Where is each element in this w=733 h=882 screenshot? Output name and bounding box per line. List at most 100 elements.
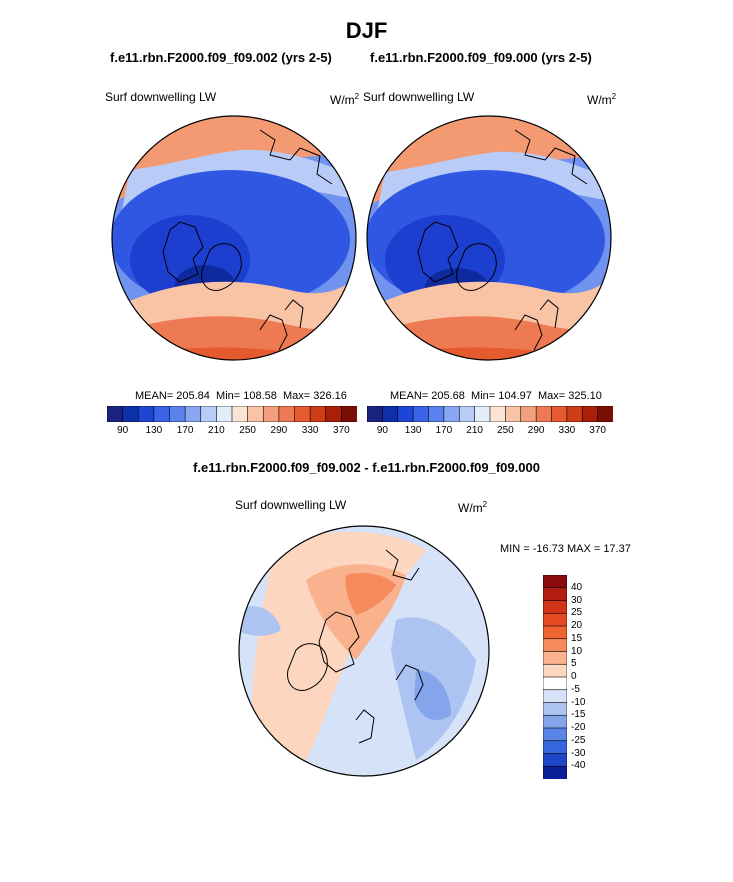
diff-colorbar-swatch [543, 753, 567, 767]
colorbar-tick-label: 90 [376, 425, 388, 436]
colorbar-swatch [262, 406, 280, 422]
colorbar-swatch [341, 406, 357, 422]
colorbar-swatch [535, 406, 553, 422]
colorbar-swatch [428, 406, 445, 422]
diff-colorbar-swatch [543, 638, 567, 653]
colorbar-swatch [443, 406, 460, 422]
colorbar-swatch [367, 406, 383, 422]
panel-b-max: Max= 325.10 [538, 390, 602, 402]
colorbar-tick-label: 370 [589, 425, 606, 436]
panel-b-coastlines [417, 129, 588, 351]
diff-variable-label: Surf downwelling LW [235, 498, 347, 512]
diff-map-border [238, 525, 490, 777]
diff-colorbar-swatch [543, 714, 567, 729]
colorbar-swatch [505, 406, 522, 422]
panel-a-map [111, 115, 357, 361]
colorbar-tick-label: 130 [145, 425, 163, 436]
panel-b-min: Min= 104.97 [471, 390, 532, 402]
diff-units-sup: 2 [482, 500, 488, 509]
diff-colorbar-swatch [543, 702, 567, 716]
diff-colorbar-ticks: 40 30 25 20 15 10 5 0 -5 -10 -15 -20 -25 -30 -40 [571, 575, 611, 779]
diff-colorbar-swatch [543, 765, 567, 779]
colorbar-swatch [309, 406, 327, 422]
colorbar-tick-label: 90 [117, 425, 129, 436]
diff-colorbar-tick-label: 40 [571, 581, 583, 593]
figure-title: DJF [345, 18, 388, 43]
colorbar-swatch [153, 406, 171, 422]
colorbar-swatch [489, 406, 506, 422]
colorbar-tick-label: 210 [208, 425, 225, 436]
colorbar-swatch [597, 406, 613, 422]
panel-b-map [366, 115, 612, 361]
colorbar-swatch [458, 406, 476, 422]
panel-a-title: f.e11.rbn.F2000.f09_f09.002 (yrs 2-5) [110, 50, 332, 65]
colorbar-tick-label: 250 [239, 425, 256, 436]
diff-colorbar [543, 575, 567, 779]
diff-colorbar-swatch [543, 727, 567, 742]
diff-colorbar-swatch [543, 663, 567, 678]
diff-colorbar-tick-label: 15 [571, 632, 583, 644]
colorbar-tick-label: 170 [435, 425, 453, 436]
colorbar-swatch [231, 406, 249, 422]
panel-a-colorbar [107, 406, 357, 422]
colorbar-tick-label: 370 [333, 425, 350, 436]
diff-colorbar-tick-label: -30 [571, 747, 586, 759]
colorbar-swatch [412, 406, 430, 422]
diff-colorbar-swatch [543, 740, 567, 755]
colorbar-swatch [137, 406, 155, 422]
colorbar-swatch [169, 406, 186, 422]
colorbar-swatch [474, 406, 491, 422]
panel-b-title: f.e11.rbn.F2000.f09_f09.000 (yrs 2-5) [370, 50, 592, 65]
panel-b-colorbar-ticks: 90 130 170 210 250 290 330 370 [367, 425, 613, 439]
diff-colorbar-tick-label: 0 [571, 671, 577, 682]
colorbar-swatch [382, 406, 399, 422]
diff-colorbar-swatch [543, 689, 567, 704]
panel-a-stats: MEAN= 205.84 Min= 108.58 Max= 326.16 [135, 390, 347, 402]
diff-minmax: MIN = -16.73 MAX = 17.37 [500, 543, 631, 555]
diff-colorbar-tick-label: -40 [571, 760, 586, 772]
panel-a-variable-label: Surf downwelling LW [105, 90, 217, 104]
colorbar-swatch [520, 406, 537, 422]
diff-title: f.e11.rbn.F2000.f09_f09.002 - f.e11.rbn.… [193, 460, 540, 475]
diff-colorbar-tick-label: 20 [571, 620, 583, 631]
colorbar-swatch [278, 406, 296, 422]
colorbar-swatch [581, 406, 599, 422]
colorbar-swatch [216, 406, 233, 422]
colorbar-tick-label: 290 [527, 425, 545, 436]
colorbar-tick-label: 330 [558, 425, 576, 436]
diff-cool-west [239, 606, 281, 636]
diff-colorbar-swatch [543, 651, 567, 665]
panel-b-mean: MEAN= 205.68 [390, 390, 465, 402]
panel-b-colorbar [367, 406, 613, 422]
diff-colorbar-swatch [543, 676, 567, 691]
panel-a-coastlines [162, 129, 333, 351]
panel-b-stats: MEAN= 205.68 Min= 104.97 Max= 325.10 [390, 390, 602, 402]
diff-colorbar-swatch [543, 625, 567, 640]
panel-b-units-text: W/m [587, 93, 612, 107]
diff-colorbar-tick-label: 10 [571, 645, 583, 657]
diff-colorbar-tick-label: -10 [571, 696, 586, 708]
diff-coastlines [287, 549, 424, 744]
diff-colorbar-swatch [543, 575, 567, 589]
colorbar-swatch [107, 406, 124, 422]
panel-b-units-sup: 2 [611, 92, 617, 101]
diff-colorbar-tick-label: -5 [571, 683, 580, 695]
diff-colorbar-swatch [543, 600, 567, 614]
panel-a-units-text: W/m [330, 93, 355, 107]
diff-colorbar-tick-label: -25 [571, 734, 586, 746]
diff-colorbar-swatch [543, 612, 567, 627]
colorbar-swatch [122, 406, 139, 422]
panel-a-units-sup: 2 [354, 92, 360, 101]
colorbar-tick-label: 210 [466, 425, 483, 436]
colorbar-swatch [325, 406, 342, 422]
diff-colorbar-swatch [543, 587, 567, 602]
panel-a-units-label: W/m2 [330, 92, 359, 107]
diff-units-label: W/m2 [458, 500, 487, 515]
colorbar-swatch [247, 406, 264, 422]
colorbar-swatch [566, 406, 583, 422]
colorbar-swatch [294, 406, 311, 422]
diff-colorbar-tick-label: -15 [571, 709, 586, 721]
diff-colorbar-tick-label: 25 [571, 607, 583, 619]
colorbar-tick-label: 130 [404, 425, 422, 436]
panel-a-map-border [111, 115, 357, 361]
